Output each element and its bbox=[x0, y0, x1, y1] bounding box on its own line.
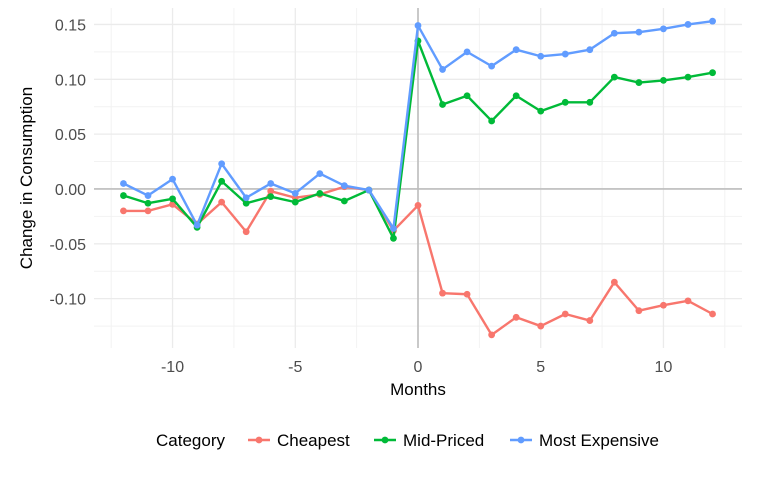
data-point-most-expensive bbox=[439, 66, 446, 73]
series-group bbox=[120, 17, 716, 339]
legend-title: Category bbox=[156, 431, 225, 450]
y-tick-label: 0.15 bbox=[55, 17, 86, 34]
data-point-cheapest bbox=[561, 310, 569, 318]
data-point-cheapest bbox=[414, 202, 422, 209]
data-point-most-expensive bbox=[610, 29, 618, 37]
data-point-mid-priced bbox=[267, 193, 275, 201]
y-tick-label: 0.05 bbox=[55, 127, 86, 144]
data-point-cheapest bbox=[463, 290, 471, 298]
legend: Category Cheapest Mid-Priced Most Expensiv… bbox=[156, 431, 659, 450]
data-point-most-expensive bbox=[660, 25, 667, 33]
data-point-mid-priced bbox=[586, 98, 594, 106]
data-point-most-expensive bbox=[709, 17, 716, 25]
data-point-cheapest bbox=[635, 307, 643, 315]
data-point-mid-priced bbox=[144, 199, 152, 207]
data-point-mid-priced bbox=[684, 73, 692, 81]
data-point-mid-priced bbox=[561, 98, 569, 106]
data-point-mid-priced bbox=[463, 92, 471, 100]
legend-item-most-expensive: Most Expensive bbox=[510, 431, 659, 450]
axes: -10 -5 0 5 10 0.15 0.10 0.05 0.00 -0.05 -0.10 bbox=[50, 17, 673, 376]
data-point-mid-priced bbox=[120, 192, 127, 199]
data-point-most-expensive bbox=[635, 28, 643, 36]
data-point-most-expensive bbox=[316, 170, 324, 178]
data-point-most-expensive bbox=[390, 225, 397, 232]
reference-lines bbox=[94, 8, 742, 348]
data-point-mid-priced bbox=[218, 177, 226, 185]
data-point-mid-priced bbox=[291, 198, 299, 206]
series-most-expensive bbox=[120, 17, 716, 232]
data-point-cheapest bbox=[709, 310, 716, 318]
data-point-mid-priced bbox=[390, 234, 397, 242]
y-tick-label: -0.05 bbox=[50, 237, 87, 254]
x-tick-label: 5 bbox=[536, 359, 545, 376]
data-point-mid-priced bbox=[242, 199, 250, 207]
data-point-most-expensive bbox=[684, 21, 692, 28]
data-point-mid-priced bbox=[316, 189, 324, 197]
data-point-most-expensive bbox=[242, 194, 250, 202]
data-point-most-expensive bbox=[340, 182, 348, 190]
y-tick-label: 0.00 bbox=[55, 182, 86, 199]
y-tick-label: -0.10 bbox=[50, 292, 87, 309]
data-point-most-expensive bbox=[561, 50, 569, 58]
data-point-most-expensive bbox=[218, 160, 226, 168]
data-point-most-expensive bbox=[488, 62, 496, 70]
legend-label: Mid-Priced bbox=[403, 431, 484, 450]
data-point-most-expensive bbox=[193, 221, 201, 229]
data-point-cheapest bbox=[586, 317, 594, 324]
data-point-mid-priced bbox=[169, 195, 176, 203]
data-point-most-expensive bbox=[512, 46, 520, 54]
data-point-mid-priced bbox=[340, 197, 348, 205]
legend-key-point bbox=[255, 436, 263, 444]
data-point-most-expensive bbox=[169, 175, 176, 183]
legend-label: Most Expensive bbox=[539, 431, 659, 450]
data-point-mid-priced bbox=[660, 76, 667, 84]
data-point-most-expensive bbox=[267, 180, 275, 187]
data-point-most-expensive bbox=[291, 189, 299, 197]
data-point-cheapest bbox=[218, 198, 226, 206]
data-point-most-expensive bbox=[537, 52, 545, 60]
data-point-cheapest bbox=[439, 289, 446, 297]
data-point-mid-priced bbox=[709, 69, 716, 77]
data-point-most-expensive bbox=[120, 180, 127, 187]
legend-key-point bbox=[517, 436, 525, 444]
data-point-mid-priced bbox=[439, 101, 446, 108]
data-point-cheapest bbox=[144, 207, 152, 215]
data-point-cheapest bbox=[684, 297, 692, 305]
data-point-cheapest bbox=[488, 331, 496, 339]
data-point-mid-priced bbox=[537, 107, 545, 115]
legend-label: Cheapest bbox=[277, 431, 350, 450]
data-point-mid-priced bbox=[635, 79, 643, 86]
y-tick-label: 0.10 bbox=[55, 72, 86, 89]
data-point-most-expensive bbox=[586, 46, 594, 54]
data-point-most-expensive bbox=[365, 186, 373, 194]
x-axis-title: Months bbox=[390, 380, 446, 399]
data-point-mid-priced bbox=[512, 92, 520, 100]
data-point-most-expensive bbox=[144, 192, 152, 199]
legend-item-cheapest: Cheapest bbox=[248, 431, 350, 450]
data-point-cheapest bbox=[660, 301, 667, 309]
data-point-most-expensive bbox=[463, 48, 471, 56]
data-point-cheapest bbox=[537, 322, 545, 330]
data-point-cheapest bbox=[512, 313, 520, 321]
x-tick-label: 10 bbox=[655, 359, 673, 376]
legend-item-mid-priced: Mid-Priced bbox=[374, 431, 484, 450]
data-point-mid-priced bbox=[488, 117, 496, 125]
data-point-most-expensive bbox=[414, 22, 422, 29]
x-tick-label: -5 bbox=[288, 359, 302, 376]
x-tick-label: 0 bbox=[414, 359, 423, 376]
legend-key-point bbox=[381, 436, 389, 444]
data-point-cheapest bbox=[267, 187, 275, 195]
data-point-mid-priced bbox=[610, 73, 618, 81]
data-point-cheapest bbox=[610, 278, 618, 286]
data-point-cheapest bbox=[120, 207, 127, 215]
x-tick-label: -10 bbox=[161, 359, 184, 376]
y-axis-title: Change in Consumption bbox=[17, 87, 36, 269]
data-point-cheapest bbox=[242, 228, 250, 236]
